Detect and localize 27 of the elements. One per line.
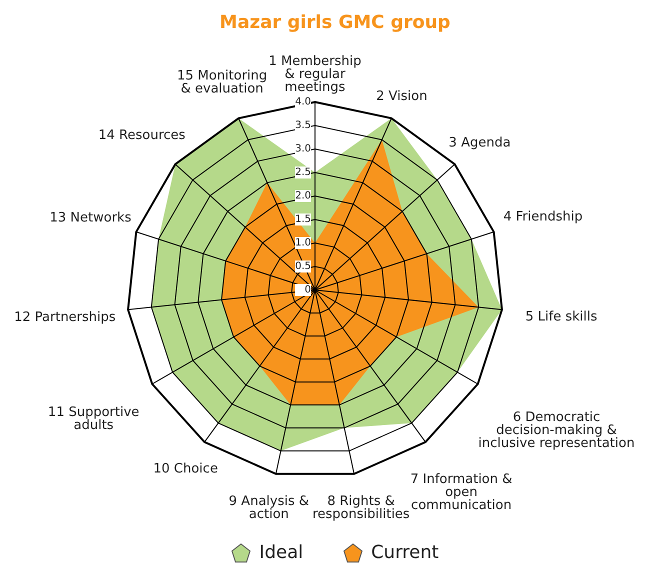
y-tick-label: 3.0 [295, 144, 311, 154]
y-tick-label: 2.5 [295, 167, 311, 178]
chart-title: Mazar girls GMC group [218, 11, 452, 35]
spoke-label: 15 Monitoring & evaluation [176, 68, 268, 96]
spoke-label: 6 Democratic decision-making & inclusive representation [478, 410, 635, 452]
spoke-label: 4 Friendship [503, 210, 583, 225]
spoke-label: 5 Life skills [525, 310, 598, 325]
y-tick-label: 2.0 [295, 190, 311, 202]
y-tick-label: 1.0 [295, 238, 311, 248]
spoke-label: 10 Choice [153, 462, 218, 477]
spoke-label: 9 Analysis & action [228, 494, 310, 522]
legend-label: Current [370, 542, 439, 563]
y-tick-label: 1.5 [295, 214, 311, 225]
spoke-label: 13 Networks [50, 210, 132, 226]
spoke-label: 11 Supportive adults [48, 404, 140, 433]
spoke-label: 8 Rights & responsibilities [312, 494, 410, 522]
spoke-label: 14 Resources [98, 128, 186, 143]
spoke-label: 1 Membership & regular meetings [268, 54, 362, 96]
y-tick-label: 0 [304, 284, 311, 296]
spoke-label: 3 Agenda [448, 135, 511, 150]
legend-label: Ideal [258, 542, 304, 563]
y-tick-label: 0.5 [295, 261, 311, 272]
spoke-label: 2 Vision [376, 88, 428, 104]
y-tick-label: 3.5 [295, 120, 311, 131]
y-tick-label: 4.0 [295, 96, 311, 108]
spoke-label: 12 Partnerships [14, 310, 116, 325]
spoke-label: 7 Information & open communication [410, 472, 512, 514]
